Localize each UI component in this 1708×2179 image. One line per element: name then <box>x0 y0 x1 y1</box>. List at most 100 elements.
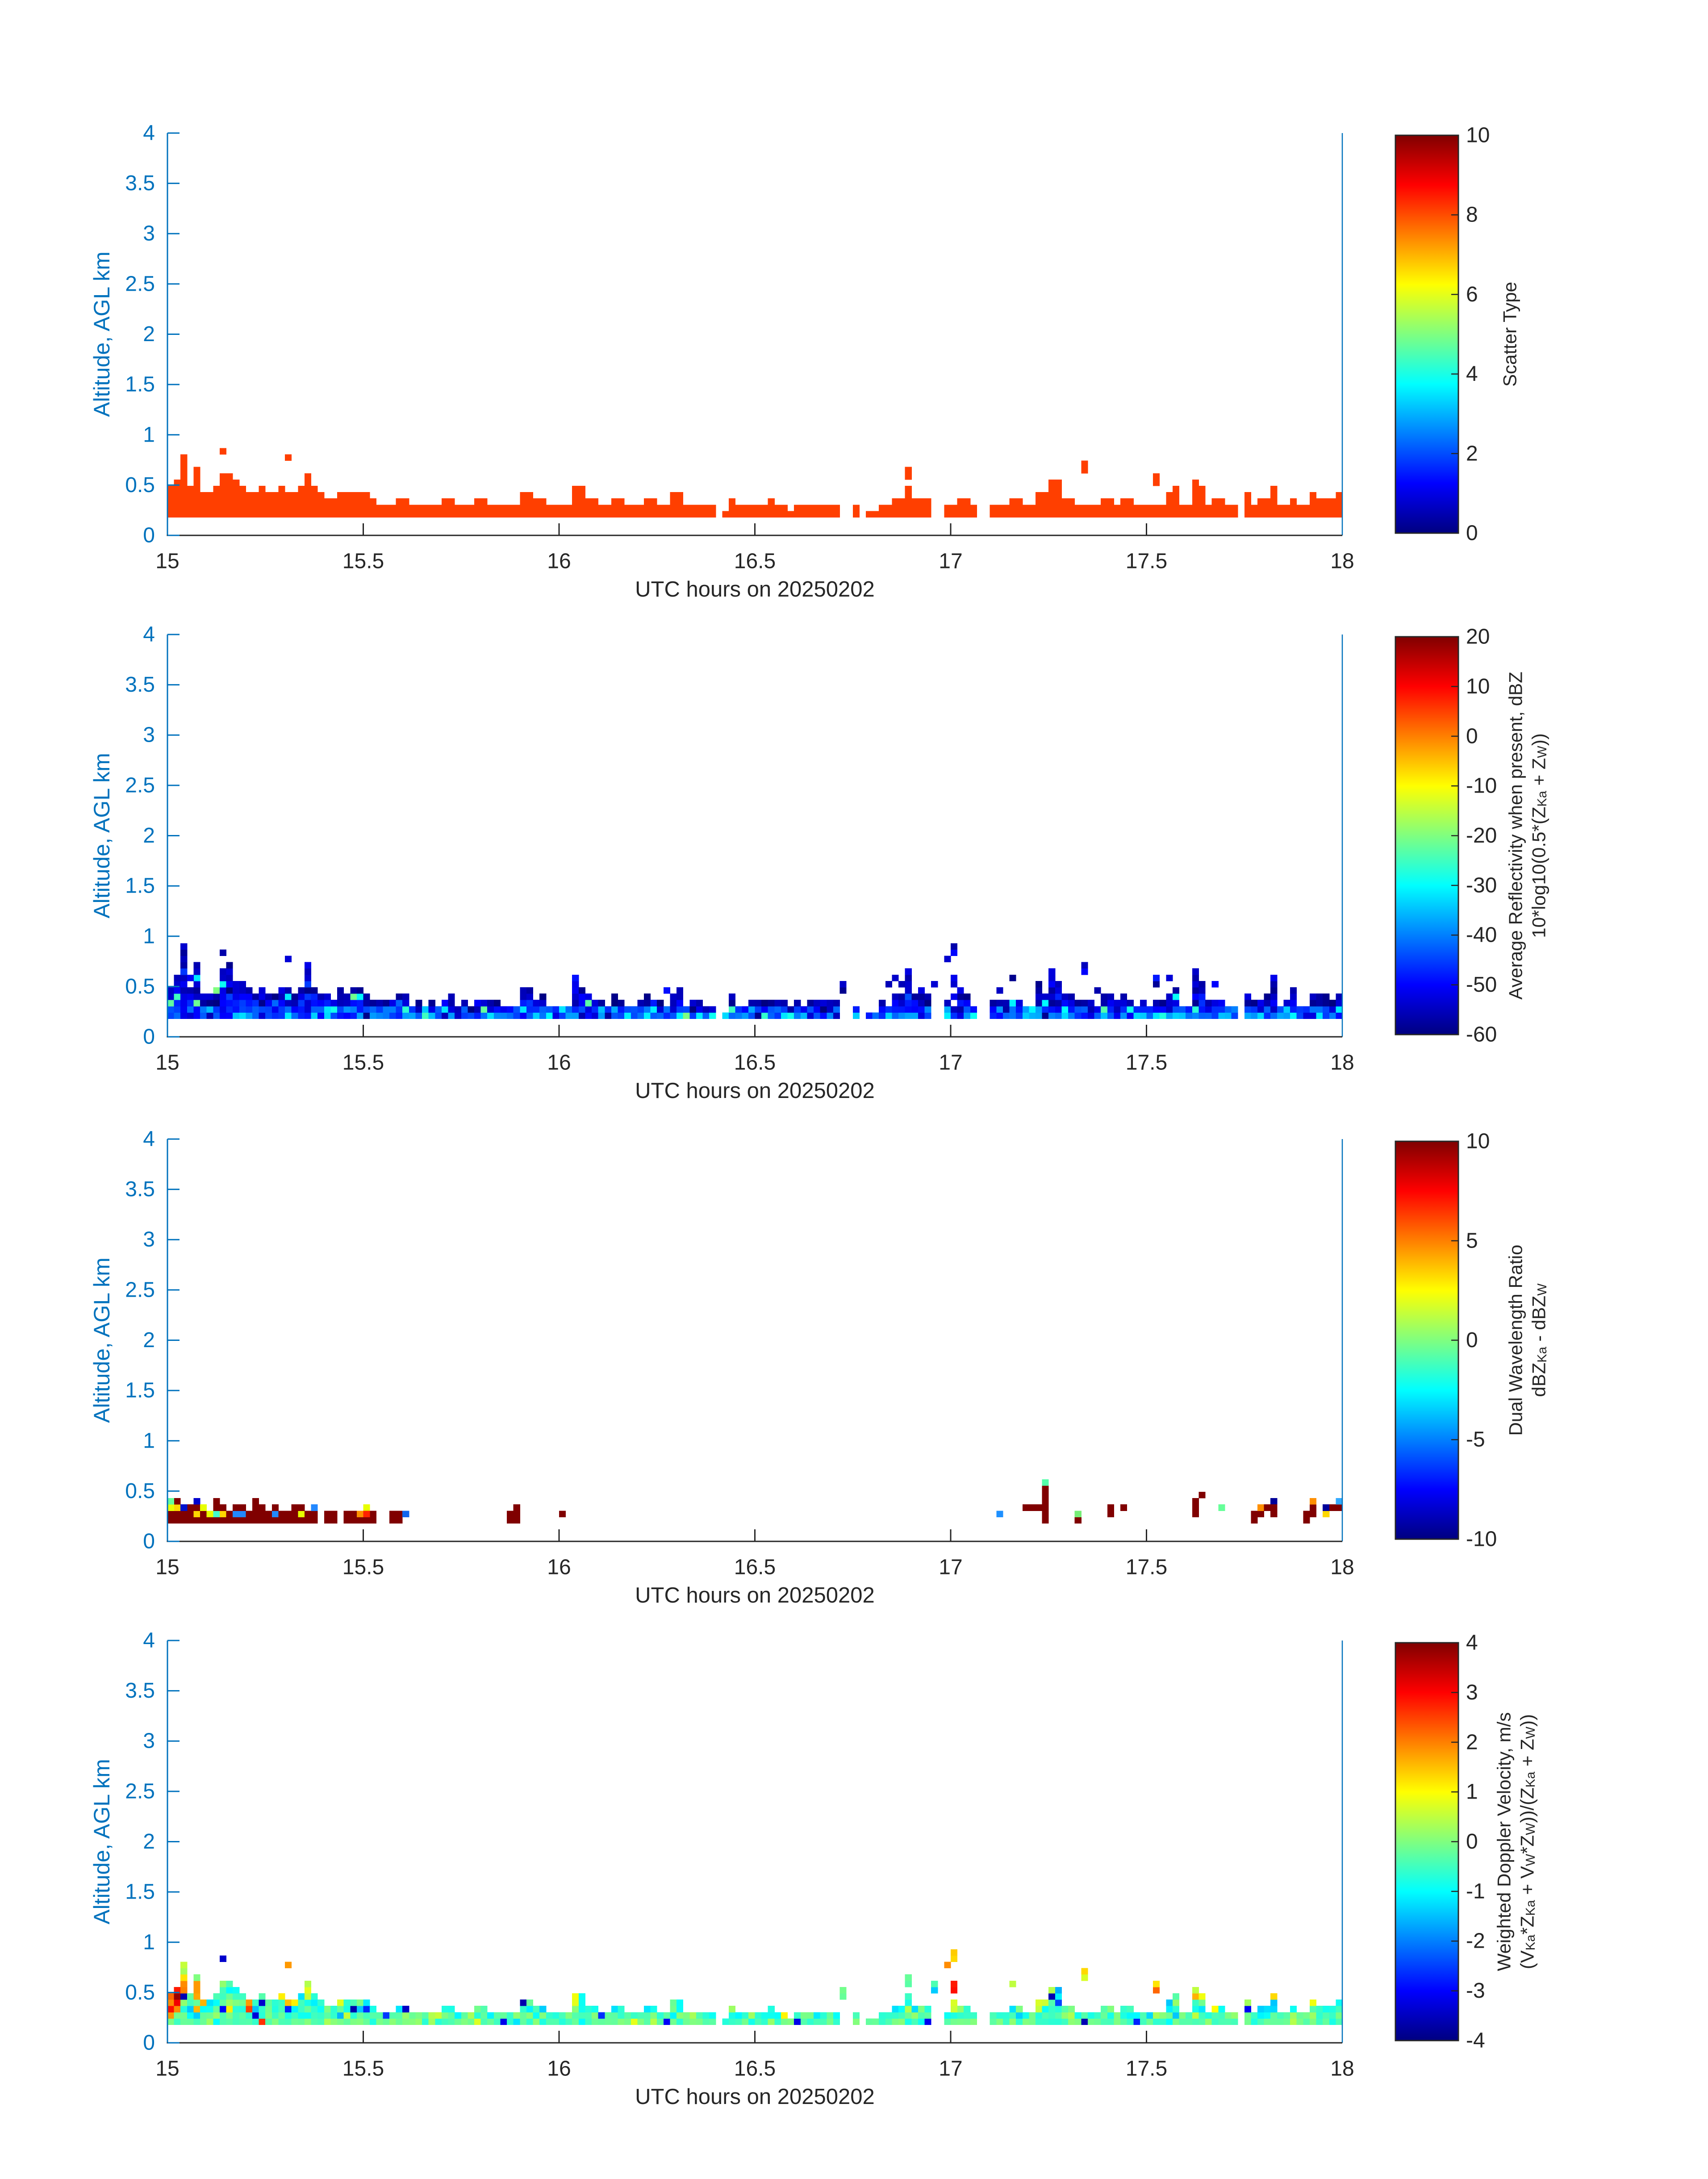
svg-text:-5: -5 <box>1466 1428 1485 1452</box>
svg-text:0: 0 <box>143 2031 155 2055</box>
svg-text:UTC hours on 20250202: UTC hours on 20250202 <box>635 1079 875 1103</box>
svg-text:18: 18 <box>1330 550 1354 573</box>
svg-text:16.5: 16.5 <box>734 2057 776 2081</box>
svg-text:16: 16 <box>547 550 571 573</box>
svg-text:2.5: 2.5 <box>125 1278 155 1302</box>
svg-text:0: 0 <box>1466 1830 1478 1853</box>
svg-text:10: 10 <box>1466 1130 1490 1153</box>
svg-text:16.5: 16.5 <box>734 550 776 573</box>
svg-text:2: 2 <box>1466 442 1478 465</box>
svg-text:Weighted Doppler Velocity, m/s: Weighted Doppler Velocity, m/s <box>1494 1712 1515 1971</box>
svg-text:17: 17 <box>939 550 962 573</box>
svg-text:-1: -1 <box>1466 1879 1485 1903</box>
svg-text:UTC hours on 20250202: UTC hours on 20250202 <box>635 2085 875 2109</box>
svg-text:3: 3 <box>143 1228 155 1252</box>
svg-text:2: 2 <box>143 322 155 346</box>
svg-text:3.5: 3.5 <box>125 1177 155 1201</box>
svg-text:16.5: 16.5 <box>734 1556 776 1579</box>
svg-text:16: 16 <box>547 1051 571 1075</box>
svg-text:1: 1 <box>143 1429 155 1453</box>
svg-text:3: 3 <box>1466 1681 1478 1704</box>
svg-text:Altitude, AGL km: Altitude, AGL km <box>89 1759 114 1924</box>
svg-text:8: 8 <box>1466 203 1478 227</box>
svg-text:15: 15 <box>155 1051 179 1075</box>
svg-text:UTC hours on 20250202: UTC hours on 20250202 <box>635 1583 875 1607</box>
svg-text:2: 2 <box>143 1328 155 1352</box>
svg-text:15.5: 15.5 <box>342 1556 384 1579</box>
svg-text:3.5: 3.5 <box>125 1679 155 1703</box>
svg-text:4: 4 <box>143 1629 155 1653</box>
svg-text:15: 15 <box>155 2057 179 2081</box>
svg-text:4: 4 <box>143 1127 155 1151</box>
svg-text:1: 1 <box>143 1930 155 1954</box>
svg-text:20: 20 <box>1466 625 1490 649</box>
svg-text:-10: -10 <box>1466 774 1497 798</box>
svg-text:0: 0 <box>143 1530 155 1553</box>
svg-text:-3: -3 <box>1466 1979 1485 2003</box>
svg-text:15.5: 15.5 <box>342 1051 384 1075</box>
svg-text:4: 4 <box>143 121 155 145</box>
svg-text:(VKa*ZKa + VW*ZW))/(ZKa + ZW)): (VKa*ZKa + VW*ZW))/(ZKa + ZW)) <box>1517 1714 1538 1969</box>
svg-text:17.5: 17.5 <box>1126 1556 1167 1579</box>
svg-text:1: 1 <box>143 423 155 447</box>
svg-text:2.5: 2.5 <box>125 272 155 296</box>
svg-text:2.5: 2.5 <box>125 773 155 797</box>
svg-text:Dual Wavelength Ratio: Dual Wavelength Ratio <box>1505 1245 1526 1436</box>
svg-text:-10: -10 <box>1466 1528 1497 1551</box>
svg-text:Scatter Type: Scatter Type <box>1499 282 1520 387</box>
svg-text:2.5: 2.5 <box>125 1779 155 1803</box>
svg-text:6: 6 <box>1466 283 1478 306</box>
svg-text:17: 17 <box>939 1556 962 1579</box>
svg-text:-20: -20 <box>1466 824 1497 847</box>
svg-text:16: 16 <box>547 2057 571 2081</box>
svg-text:-40: -40 <box>1466 923 1497 947</box>
svg-text:0: 0 <box>1466 522 1478 545</box>
svg-text:-50: -50 <box>1466 973 1497 997</box>
svg-text:15.5: 15.5 <box>342 2057 384 2081</box>
svg-text:16.5: 16.5 <box>734 1051 776 1075</box>
svg-text:4: 4 <box>143 623 155 647</box>
svg-text:1.5: 1.5 <box>125 373 155 397</box>
svg-text:3.5: 3.5 <box>125 673 155 697</box>
svg-text:17: 17 <box>939 1051 962 1075</box>
svg-text:1: 1 <box>1466 1780 1478 1804</box>
svg-text:dBZKa - dBZW: dBZKa - dBZW <box>1528 1283 1549 1397</box>
svg-text:0.5: 0.5 <box>125 1479 155 1503</box>
svg-text:17.5: 17.5 <box>1126 550 1167 573</box>
svg-text:UTC hours on 20250202: UTC hours on 20250202 <box>635 577 875 601</box>
svg-text:2: 2 <box>143 1830 155 1853</box>
svg-text:4: 4 <box>1466 1631 1478 1655</box>
svg-text:18: 18 <box>1330 1051 1354 1075</box>
svg-text:17.5: 17.5 <box>1126 2057 1167 2081</box>
svg-text:5: 5 <box>1466 1229 1478 1252</box>
svg-text:3.5: 3.5 <box>125 171 155 195</box>
svg-text:0: 0 <box>143 524 155 547</box>
svg-text:0.5: 0.5 <box>125 473 155 497</box>
svg-text:18: 18 <box>1330 1556 1354 1579</box>
svg-text:16: 16 <box>547 1556 571 1579</box>
svg-text:Altitude, AGL km: Altitude, AGL km <box>89 251 114 417</box>
svg-text:Altitude, AGL km: Altitude, AGL km <box>89 1257 114 1423</box>
svg-text:10*log10(0.5*(ZKa + ZW)): 10*log10(0.5*(ZKa + ZW)) <box>1528 733 1549 938</box>
svg-text:-30: -30 <box>1466 873 1497 897</box>
svg-text:0: 0 <box>143 1025 155 1049</box>
svg-text:Altitude, AGL km: Altitude, AGL km <box>89 753 114 918</box>
svg-text:3: 3 <box>143 1729 155 1753</box>
svg-text:15: 15 <box>155 1556 179 1579</box>
svg-text:0: 0 <box>1466 1328 1478 1352</box>
svg-text:1: 1 <box>143 924 155 948</box>
svg-text:-60: -60 <box>1466 1023 1497 1047</box>
svg-text:0: 0 <box>1466 724 1478 748</box>
svg-text:15.5: 15.5 <box>342 550 384 573</box>
svg-text:18: 18 <box>1330 2057 1354 2081</box>
svg-text:3: 3 <box>143 723 155 747</box>
svg-text:4: 4 <box>1466 362 1478 386</box>
svg-text:1.5: 1.5 <box>125 1880 155 1904</box>
svg-text:2: 2 <box>143 824 155 847</box>
svg-text:1.5: 1.5 <box>125 874 155 898</box>
svg-text:2: 2 <box>1466 1730 1478 1754</box>
svg-text:10: 10 <box>1466 124 1490 147</box>
svg-text:-2: -2 <box>1466 1929 1485 1953</box>
svg-text:0.5: 0.5 <box>125 1981 155 2004</box>
svg-text:1.5: 1.5 <box>125 1379 155 1403</box>
